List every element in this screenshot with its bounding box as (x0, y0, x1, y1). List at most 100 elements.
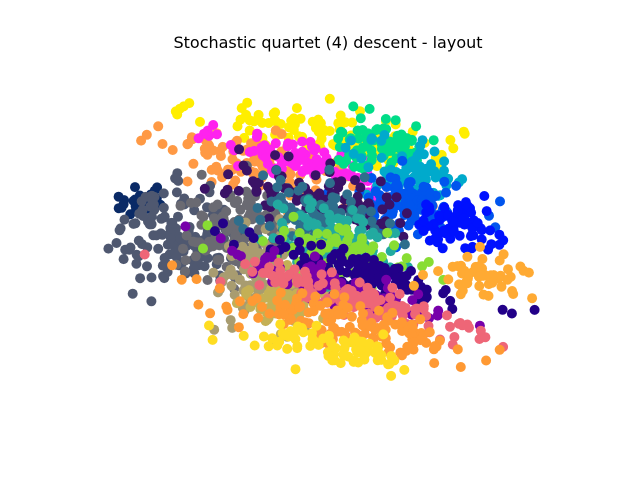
scatter-point (375, 295, 386, 305)
scatter-point (131, 249, 142, 260)
scatter-point (407, 319, 418, 330)
scatter-point (254, 280, 265, 291)
scatter-point (176, 274, 187, 285)
scatter-point (324, 164, 335, 175)
scatter-point (292, 275, 303, 285)
scatter-point (352, 125, 363, 136)
scatter-point (148, 199, 159, 210)
scatter-point (378, 143, 389, 154)
scatter-point (384, 199, 395, 210)
scatter-point (363, 162, 374, 173)
scatter-point (242, 197, 253, 208)
scatter-point (103, 243, 114, 254)
scatter-point (452, 344, 463, 355)
scatter-point (291, 195, 302, 206)
scatter-point (310, 291, 321, 302)
scatter-point (193, 299, 204, 310)
scatter-point (429, 146, 440, 157)
scatter-point (297, 288, 308, 299)
scatter-point (305, 203, 316, 214)
scatter-point (366, 206, 376, 217)
scatter-point (294, 237, 305, 247)
scatter-point (300, 212, 311, 223)
scatter-point (348, 148, 359, 159)
scatter-point (391, 272, 401, 282)
scatter-point (328, 201, 339, 212)
scatter-point (264, 221, 275, 232)
scatter-point (311, 320, 322, 331)
scatter-point (366, 216, 377, 227)
scatter-point (188, 236, 199, 247)
scatter-point (182, 176, 193, 187)
scatter-point (165, 233, 176, 244)
scatter-point (275, 319, 286, 330)
scatter-point (387, 307, 398, 318)
scatter-point (180, 255, 191, 266)
cluster-21 (408, 241, 538, 304)
scatter-point (118, 199, 129, 210)
scatter-point (208, 120, 219, 130)
scatter-point (417, 261, 428, 272)
scatter-point (142, 261, 152, 272)
scatter-point (377, 204, 388, 215)
scatter-point (443, 274, 454, 285)
scatter-point (113, 191, 124, 202)
scatter-point (348, 101, 359, 112)
scatter-point (264, 308, 275, 319)
scatter-point (394, 289, 405, 299)
scatter-point (399, 364, 410, 375)
scatter-point (502, 274, 513, 285)
scatter-point (494, 344, 505, 355)
scatter-point (258, 170, 269, 181)
scatter-point (247, 296, 258, 306)
chart-title: Stochastic quartet (4) descent - layout (173, 33, 483, 52)
scatter-point (167, 260, 178, 271)
scatter-point (459, 128, 470, 139)
scatter-point (263, 341, 274, 352)
scatter-point (258, 236, 268, 247)
scatter-point (487, 277, 498, 288)
scatter-point (235, 251, 246, 262)
scatter-point (269, 245, 280, 256)
scatter-point (291, 103, 302, 114)
scatter-point (345, 196, 356, 207)
scatter-point (497, 304, 508, 315)
scatter-point (293, 185, 304, 196)
scatter-point (238, 309, 249, 320)
scatter-point (272, 199, 283, 210)
scatter-point (287, 139, 298, 150)
scatter-point (337, 225, 348, 236)
scatter-point (399, 239, 410, 250)
scatter-point (439, 202, 450, 213)
scatter-point (290, 364, 301, 375)
scatter-point (333, 309, 343, 320)
cluster-6 (414, 191, 509, 255)
scatter-point (204, 320, 214, 331)
scatter-point (474, 281, 485, 291)
scatter-point (215, 233, 226, 244)
scatter-point (346, 311, 357, 322)
scatter-point (278, 278, 289, 289)
scatter-point (389, 240, 400, 251)
scatter-point (320, 308, 331, 319)
scatter-point (376, 152, 387, 163)
scatter-point (382, 227, 393, 238)
scatter-point (372, 343, 383, 354)
scatter-point (202, 275, 213, 285)
scatter-point (373, 305, 384, 316)
scatter-point (498, 235, 509, 246)
scatter-point (312, 228, 323, 239)
scatter-point (233, 185, 244, 196)
scatter-point (326, 267, 337, 278)
scatter-point (270, 150, 281, 161)
scatter-point (406, 266, 416, 276)
scatter-point (233, 322, 244, 333)
scatter-point (247, 266, 258, 277)
scatter-point (196, 169, 207, 180)
scatter-point (438, 288, 449, 299)
scatter-point (342, 302, 353, 313)
scatter-point (202, 253, 213, 264)
scatter-point (351, 266, 362, 277)
scatter-point (136, 196, 147, 207)
scatter-point (350, 175, 360, 186)
